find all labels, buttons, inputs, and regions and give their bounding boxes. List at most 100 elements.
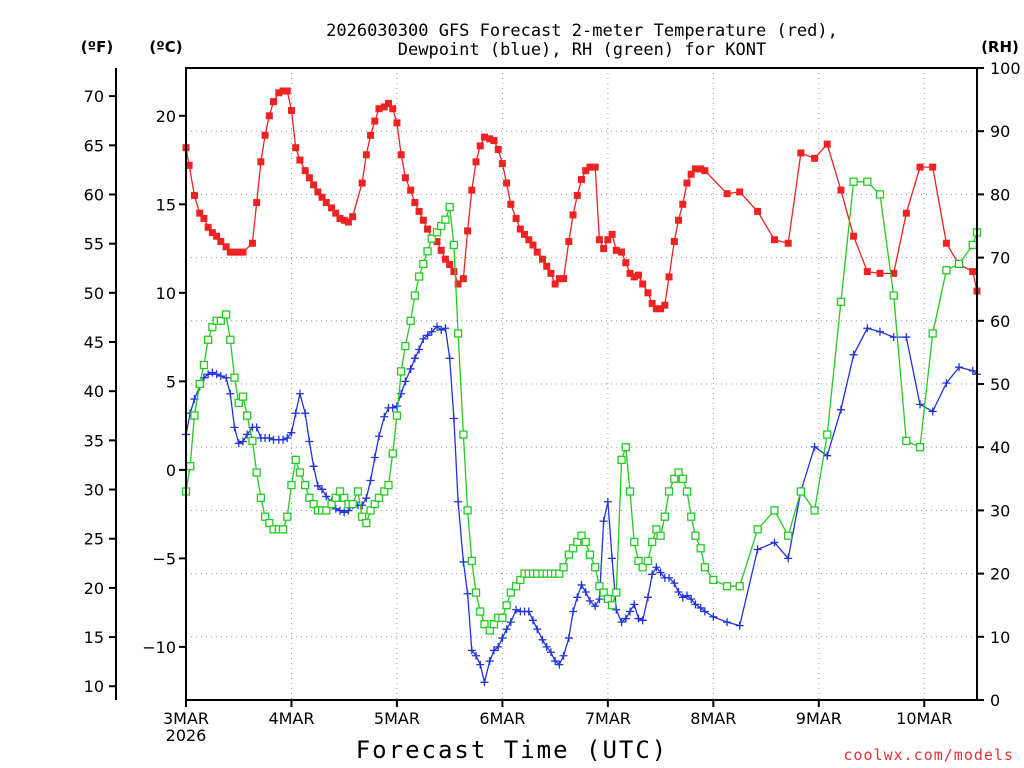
rh-point <box>674 468 683 477</box>
rh-point <box>305 493 314 502</box>
rh-point <box>585 550 595 559</box>
dewpoint-point <box>569 607 578 616</box>
dewpoint-point <box>630 600 639 609</box>
temperature-point <box>736 188 744 196</box>
rh-point <box>208 322 217 332</box>
rh-point <box>463 506 472 515</box>
rh-point <box>648 537 657 547</box>
series-line-celsius-plus <box>185 325 978 683</box>
rh-point <box>889 291 898 300</box>
rh-point <box>836 297 846 306</box>
temperature-point <box>464 227 472 235</box>
rh-tick-label: 60 <box>990 312 1010 331</box>
temperature-point <box>498 160 506 168</box>
dewpoint-point <box>528 616 537 625</box>
temperature-point <box>336 214 344 222</box>
rh-tick-label: 80 <box>990 185 1010 204</box>
rh-point <box>248 436 257 446</box>
x-axis-title: Forecast Time (UTC) <box>356 736 669 764</box>
dewpoint-point <box>437 326 446 335</box>
temperature-point <box>270 98 278 106</box>
celsius-tick-label: 0 <box>166 461 176 480</box>
dewpoint-point <box>591 602 600 611</box>
dewpoint-point <box>546 648 555 657</box>
rh-point <box>595 582 604 591</box>
dewpoint-point <box>301 409 310 418</box>
temperature-point <box>279 87 287 95</box>
temperature-point <box>208 229 216 237</box>
dewpoint-point <box>889 333 898 342</box>
dewpoint-point <box>559 651 568 660</box>
temperature-point <box>661 301 669 309</box>
rh-point <box>370 499 379 509</box>
temperature-point <box>538 255 546 263</box>
rh-point <box>796 487 806 496</box>
celsius-tick-label: 10 <box>156 284 176 303</box>
rh-point <box>419 259 428 269</box>
dewpoint-point <box>427 327 436 336</box>
temperature-point <box>384 99 392 107</box>
dewpoint-point <box>902 333 911 342</box>
dewpoint-point <box>449 414 458 423</box>
fahrenheit-unit-label: (ºF) <box>81 38 113 56</box>
dewpoint-point <box>595 595 604 604</box>
celsius-tick-label: −5 <box>152 549 176 568</box>
dewpoint-point <box>928 407 937 416</box>
rh-point <box>322 506 331 515</box>
rh-point <box>678 474 687 483</box>
temperature-point <box>310 181 318 189</box>
rh-tick-label: 40 <box>990 438 1010 457</box>
fahrenheit-tick-label: 10 <box>84 677 104 696</box>
fahrenheit-tick-label: 65 <box>84 136 104 155</box>
temperature-point <box>433 237 441 245</box>
dewpoint-point <box>423 331 432 340</box>
dewpoint-point <box>335 506 344 515</box>
dewpoint-point <box>313 481 322 490</box>
fahrenheit-tick-label: 55 <box>84 235 104 254</box>
dewpoint-point <box>678 593 687 602</box>
rh-point <box>238 392 248 401</box>
dewpoint-point <box>784 554 793 563</box>
dewpoint-point <box>506 618 515 627</box>
celsius-unit-label: (ºC) <box>149 38 182 56</box>
temperature-point <box>437 246 445 254</box>
rh-point <box>489 620 499 629</box>
rh-point <box>607 601 617 610</box>
rh-point <box>362 518 371 528</box>
dewpoint-point <box>585 596 594 605</box>
dewpoint-point <box>617 618 626 627</box>
rh-point <box>942 266 951 275</box>
temperature-point <box>480 133 488 141</box>
temperature-point <box>375 105 383 113</box>
rh-point <box>928 329 937 338</box>
dewpoint-point <box>735 621 744 630</box>
dewpoint-point <box>643 593 652 602</box>
dewpoint-point <box>581 588 590 597</box>
fahrenheit-tick-label: 15 <box>84 628 104 647</box>
temperature-point <box>349 213 357 221</box>
rh-point <box>265 518 274 528</box>
rh-point <box>968 240 977 250</box>
temperature-point <box>657 305 665 313</box>
temperature-point <box>222 243 230 251</box>
rh-point <box>687 512 696 521</box>
dewpoint-point <box>216 372 225 381</box>
dewpoint-point <box>410 354 419 363</box>
rh-point <box>664 487 674 496</box>
rh-point <box>234 398 243 408</box>
dewpoint-point <box>295 389 304 398</box>
dewpoint-point <box>512 605 521 614</box>
rh-point <box>216 316 225 325</box>
dewpoint-point <box>459 557 468 566</box>
rh-tick-label: 30 <box>990 501 1010 520</box>
temperature-point <box>547 269 555 277</box>
chart-title-line-1: 2026030300 GFS Forecast 2-meter Temperat… <box>326 21 838 41</box>
dewpoint-point <box>810 442 819 451</box>
rh-point <box>278 525 288 534</box>
temperature-point <box>358 179 366 187</box>
rh-point <box>696 544 705 553</box>
rh-point <box>335 487 345 496</box>
temperature-point <box>389 105 397 113</box>
rh-point <box>423 247 432 256</box>
